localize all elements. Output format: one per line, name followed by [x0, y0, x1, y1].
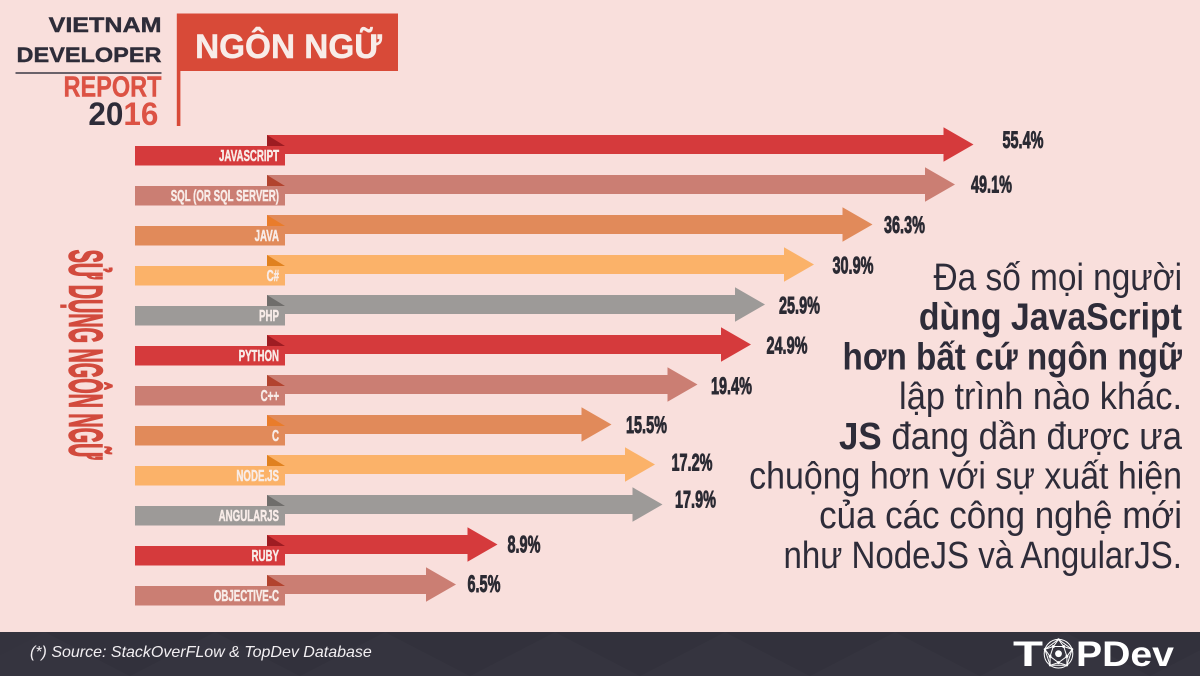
- svg-text:dùng JavaScript: dùng JavaScript: [919, 295, 1182, 338]
- svg-text:Đa số mọi người: Đa số mọi người: [934, 256, 1182, 298]
- svg-text:PYTHON: PYTHON: [239, 347, 279, 365]
- svg-text:SỬ DỤNG NGÔN NGỮ: SỬ DỤNG NGÔN NGỮ: [59, 250, 114, 460]
- svg-text:8.9%: 8.9%: [508, 532, 541, 559]
- svg-text:ANGULARJS: ANGULARJS: [219, 507, 280, 525]
- svg-text:REPORT: REPORT: [64, 70, 162, 103]
- svg-text:NGÔN NGỮ: NGÔN NGỮ: [195, 26, 383, 66]
- svg-text:C++: C++: [261, 387, 279, 405]
- svg-text:DEVELOPER: DEVELOPER: [17, 43, 162, 67]
- svg-text:C#: C#: [267, 267, 279, 285]
- svg-text:25.9%: 25.9%: [779, 293, 820, 320]
- svg-text:VIETNAM: VIETNAM: [49, 13, 162, 37]
- svg-text:2016: 2016: [88, 96, 158, 132]
- svg-text:(*) Source: StackOverFLow & To: (*) Source: StackOverFLow & TopDev Datab…: [30, 644, 372, 661]
- svg-text:49.1%: 49.1%: [971, 172, 1012, 199]
- svg-text:như NodeJS và AngularJS.: như NodeJS và AngularJS.: [784, 534, 1182, 577]
- svg-text:15.5%: 15.5%: [626, 412, 667, 439]
- svg-text:hơn bất cứ ngôn ngữ: hơn bất cứ ngôn ngữ: [843, 335, 1183, 378]
- svg-text:C: C: [272, 427, 279, 445]
- svg-text:JAVA: JAVA: [255, 227, 279, 245]
- svg-text:chuộng hơn với sự xuất hiện: chuộng hơn với sự xuất hiện: [749, 454, 1182, 497]
- svg-text:17.9%: 17.9%: [675, 487, 716, 514]
- svg-text:19.4%: 19.4%: [711, 373, 752, 400]
- svg-text:55.4%: 55.4%: [1003, 127, 1044, 154]
- svg-text:RUBY: RUBY: [252, 547, 280, 565]
- svg-text:JS đang dần được ưa: JS đang dần được ưa: [839, 414, 1183, 457]
- svg-text:30.9%: 30.9%: [833, 253, 874, 280]
- svg-text:JAVASCRIPT: JAVASCRIPT: [219, 147, 279, 165]
- svg-text:6.5%: 6.5%: [468, 571, 501, 598]
- svg-text:OBJECTIVE-C: OBJECTIVE-C: [214, 587, 279, 605]
- svg-text:lập trình nào khác.: lập trình nào khác.: [899, 375, 1182, 418]
- svg-text:NODE.JS: NODE.JS: [236, 467, 279, 485]
- svg-text:SQL (OR SQL SERVER): SQL (OR SQL SERVER): [171, 187, 279, 205]
- svg-text:24.9%: 24.9%: [767, 333, 808, 360]
- svg-text:17.2%: 17.2%: [672, 450, 713, 477]
- svg-text:PHP: PHP: [259, 307, 279, 325]
- svg-text:36.3%: 36.3%: [884, 212, 925, 239]
- svg-text:T: T: [1013, 635, 1043, 674]
- svg-text:PDev: PDev: [1076, 634, 1174, 674]
- svg-text:của các công nghệ mới: của các công nghệ mới: [819, 494, 1182, 537]
